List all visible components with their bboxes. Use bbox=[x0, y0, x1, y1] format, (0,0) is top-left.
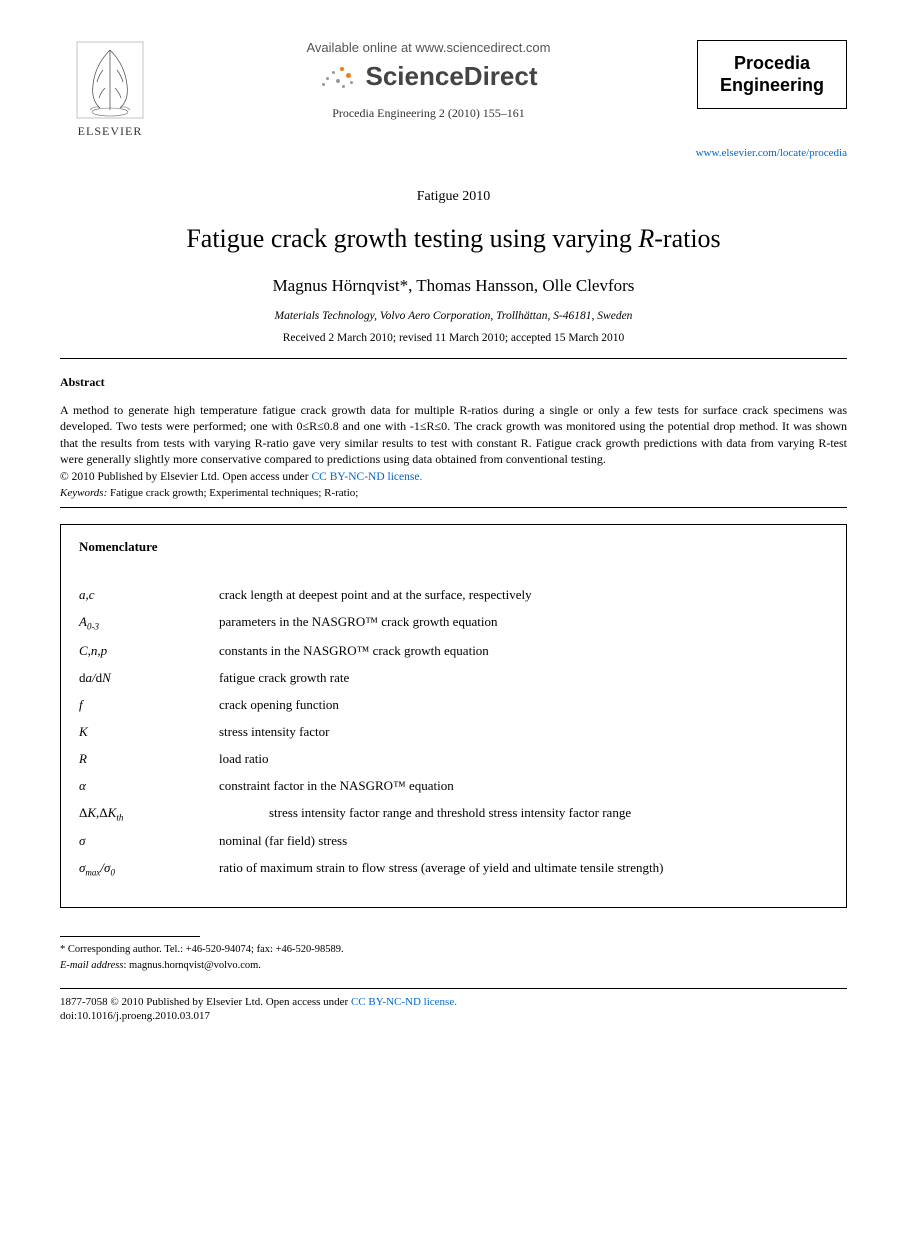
footnote-separator bbox=[60, 936, 200, 937]
nomenclature-definition: nominal (far field) stress bbox=[219, 833, 828, 849]
publisher-label: ELSEVIER bbox=[78, 124, 143, 139]
copyright-access: Open access under bbox=[222, 471, 311, 483]
nomenclature-definition: parameters in the NASGRO™ crack growth e… bbox=[219, 614, 828, 632]
nomenclature-row: σmax/σ0ratio of maximum strain to flow s… bbox=[79, 860, 828, 878]
conference-name: Fatigue 2010 bbox=[60, 189, 847, 205]
bottom-rule bbox=[60, 988, 847, 989]
email-value: : magnus.hornqvist@volvo.com. bbox=[123, 960, 260, 971]
nomenclature-row: Rload ratio bbox=[79, 751, 828, 767]
abstract-body: A method to generate high temperature fa… bbox=[60, 402, 847, 467]
nomenclature-definition: constants in the NASGRO™ crack growth eq… bbox=[219, 643, 828, 659]
copyright-line: © 2010 Published by Elsevier Ltd. Open a… bbox=[60, 471, 847, 483]
nomenclature-symbol: σ bbox=[79, 833, 219, 849]
nomenclature-symbol: σmax/σ0 bbox=[79, 860, 219, 878]
title-pre: Fatigue crack growth testing using varyi… bbox=[186, 224, 638, 253]
footer-license-link[interactable]: CC BY-NC-ND license. bbox=[351, 996, 457, 1008]
nomenclature-symbol: ΔK,ΔKth bbox=[79, 805, 219, 823]
rule-after-front bbox=[60, 358, 847, 359]
nomenclature-title: Nomenclature bbox=[79, 539, 828, 555]
journal-name-line2: Engineering bbox=[720, 75, 824, 95]
nomenclature-symbol: K bbox=[79, 724, 219, 740]
elsevier-logo-block: ELSEVIER bbox=[60, 40, 160, 139]
nomenclature-row: fcrack opening function bbox=[79, 697, 828, 713]
sciencedirect-text: ScienceDirect bbox=[366, 61, 538, 92]
journal-url-link[interactable]: www.elsevier.com/locate/procedia bbox=[60, 147, 847, 159]
header-row: ELSEVIER Available online at www.science… bbox=[60, 40, 847, 139]
doi-line: doi:10.1016/j.proeng.2010.03.017 bbox=[60, 1010, 847, 1022]
keywords-label: Keywords: bbox=[60, 487, 107, 499]
sciencedirect-logo: ScienceDirect bbox=[180, 61, 677, 92]
nomenclature-row: da/dNfatigue crack growth rate bbox=[79, 670, 828, 686]
nomenclature-symbol: C,n,p bbox=[79, 643, 219, 659]
nomenclature-box: Nomenclature a,ccrack length at deepest … bbox=[60, 524, 847, 908]
citation-text: Procedia Engineering 2 (2010) 155–161 bbox=[180, 106, 677, 121]
license-link[interactable]: CC BY-NC-ND license. bbox=[311, 471, 422, 483]
email-footnote: E-mail address: magnus.hornqvist@volvo.c… bbox=[60, 959, 847, 974]
nomenclature-definition: crack opening function bbox=[219, 697, 828, 713]
nomenclature-symbol: da/dN bbox=[79, 670, 219, 686]
nomenclature-definition: constraint factor in the NASGRO™ equatio… bbox=[219, 778, 828, 794]
title-post: -ratios bbox=[654, 224, 720, 253]
nomenclature-symbol: A0-3 bbox=[79, 614, 219, 632]
abstract-heading: Abstract bbox=[60, 375, 847, 390]
keywords-line: Keywords: Fatigue crack growth; Experime… bbox=[60, 487, 847, 499]
issn-access: Open access under bbox=[266, 996, 351, 1008]
nomenclature-definition: fatigue crack growth rate bbox=[219, 670, 828, 686]
issn-pre: 1877-7058 © 2010 Published by Elsevier L… bbox=[60, 996, 266, 1008]
journal-name-line1: Procedia bbox=[734, 53, 810, 73]
nomenclature-definition: stress intensity factor range and thresh… bbox=[219, 805, 828, 823]
article-title: Fatigue crack growth testing using varyi… bbox=[60, 223, 847, 254]
issn-line: 1877-7058 © 2010 Published by Elsevier L… bbox=[60, 995, 847, 1010]
nomenclature-row: Kstress intensity factor bbox=[79, 724, 828, 740]
email-label: E-mail address bbox=[60, 960, 123, 971]
nomenclature-definition: ratio of maximum strain to flow stress (… bbox=[219, 860, 828, 878]
nomenclature-row: αconstraint factor in the NASGRO™ equati… bbox=[79, 778, 828, 794]
nomenclature-symbol: α bbox=[79, 778, 219, 794]
available-online-text: Available online at www.sciencedirect.co… bbox=[180, 40, 677, 55]
nomenclature-definition: stress intensity factor bbox=[219, 724, 828, 740]
dates-line: Received 2 March 2010; revised 11 March … bbox=[60, 332, 847, 344]
nomenclature-row: σnominal (far field) stress bbox=[79, 833, 828, 849]
nomenclature-definition: load ratio bbox=[219, 751, 828, 767]
nomenclature-symbol: a,c bbox=[79, 587, 219, 603]
journal-name: Procedia Engineering bbox=[712, 53, 832, 96]
authors-line: Magnus Hörnqvist*, Thomas Hansson, Olle … bbox=[60, 276, 847, 296]
keywords-text: Fatigue crack growth; Experimental techn… bbox=[107, 487, 358, 499]
elsevier-tree-icon bbox=[75, 40, 145, 120]
copyright-pre: © 2010 Published by Elsevier Ltd. bbox=[60, 471, 222, 483]
nomenclature-symbol: R bbox=[79, 751, 219, 767]
rule-after-abstract bbox=[60, 507, 847, 508]
header-center: Available online at www.sciencedirect.co… bbox=[160, 40, 697, 121]
sd-dots-icon bbox=[320, 65, 360, 89]
nomenclature-definition: crack length at deepest point and at the… bbox=[219, 587, 828, 603]
nomenclature-row: a,ccrack length at deepest point and at … bbox=[79, 587, 828, 603]
nomenclature-symbol: f bbox=[79, 697, 219, 713]
title-italic-r: R bbox=[638, 224, 654, 253]
corresponding-author-footnote: * Corresponding author. Tel.: +46-520-94… bbox=[60, 943, 847, 958]
affiliation-line: Materials Technology, Volvo Aero Corpora… bbox=[60, 310, 847, 322]
nomenclature-row: C,n,pconstants in the NASGRO™ crack grow… bbox=[79, 643, 828, 659]
nomenclature-row: A0-3parameters in the NASGRO™ crack grow… bbox=[79, 614, 828, 632]
nomenclature-row: ΔK,ΔKthstress intensity factor range and… bbox=[79, 805, 828, 823]
nomenclature-rows: a,ccrack length at deepest point and at … bbox=[79, 587, 828, 878]
journal-title-box: Procedia Engineering bbox=[697, 40, 847, 109]
